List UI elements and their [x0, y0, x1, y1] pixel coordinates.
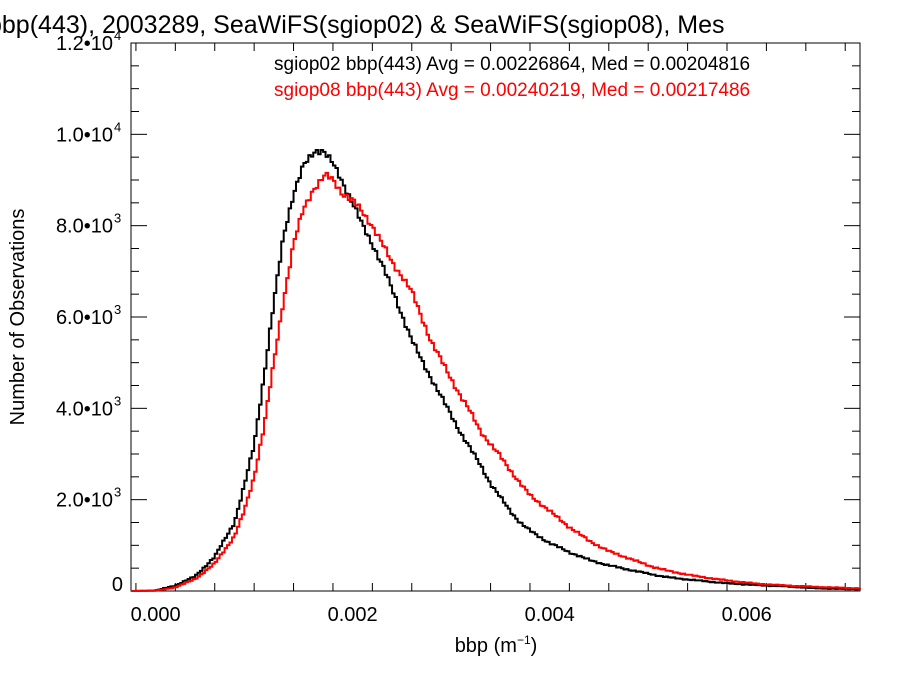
x-axis-label-base: bbp (m	[455, 635, 517, 657]
y-tick-label-exponent: 3	[114, 393, 121, 408]
x-axis-label-close: )	[531, 635, 538, 657]
legend-entry-sgiop02: sgiop02 bbp(443) Avg = 0.00226864, Med =…	[274, 54, 750, 75]
y-tick-label-exponent: 3	[114, 211, 121, 226]
y-tick-label: 6.0•10	[56, 307, 113, 329]
y-tick-label: 0	[112, 574, 123, 596]
y-tick-label: 8.0•10	[56, 216, 113, 238]
x-tick-label: 0.006	[722, 604, 772, 626]
y-tick-label-exponent: 4	[114, 119, 121, 134]
y-axis-label: Number of Observations	[7, 209, 29, 426]
series-sgiop08	[131, 171, 861, 592]
series-sgiop02	[131, 148, 861, 592]
y-tick-label: 2.0•10	[56, 490, 113, 512]
x-tick-label: 0.000	[131, 604, 181, 626]
x-tick-label: 0.002	[328, 604, 378, 626]
y-tick-label: 1.0•10	[56, 124, 113, 146]
x-axis-label: bbp (m−1)	[455, 633, 538, 657]
y-tick-label: 4.0•10	[56, 398, 113, 420]
series-layer	[131, 148, 861, 592]
x-tick-label: 0.004	[525, 604, 575, 626]
y-tick-label-exponent: 3	[114, 302, 121, 317]
x-axis-label-superscript: −1	[517, 633, 531, 647]
y-tick-label: 1.2•10	[56, 33, 113, 55]
legend-entry-sgiop08: sgiop08 bbp(443) Avg = 0.00240219, Med =…	[274, 80, 750, 101]
y-tick-label-exponent: 4	[114, 28, 121, 43]
y-tick-label-exponent: 3	[114, 485, 121, 500]
chart-title: bbp(443), 2003289, SeaWiFS(sgiop02) & Se…	[0, 11, 724, 39]
